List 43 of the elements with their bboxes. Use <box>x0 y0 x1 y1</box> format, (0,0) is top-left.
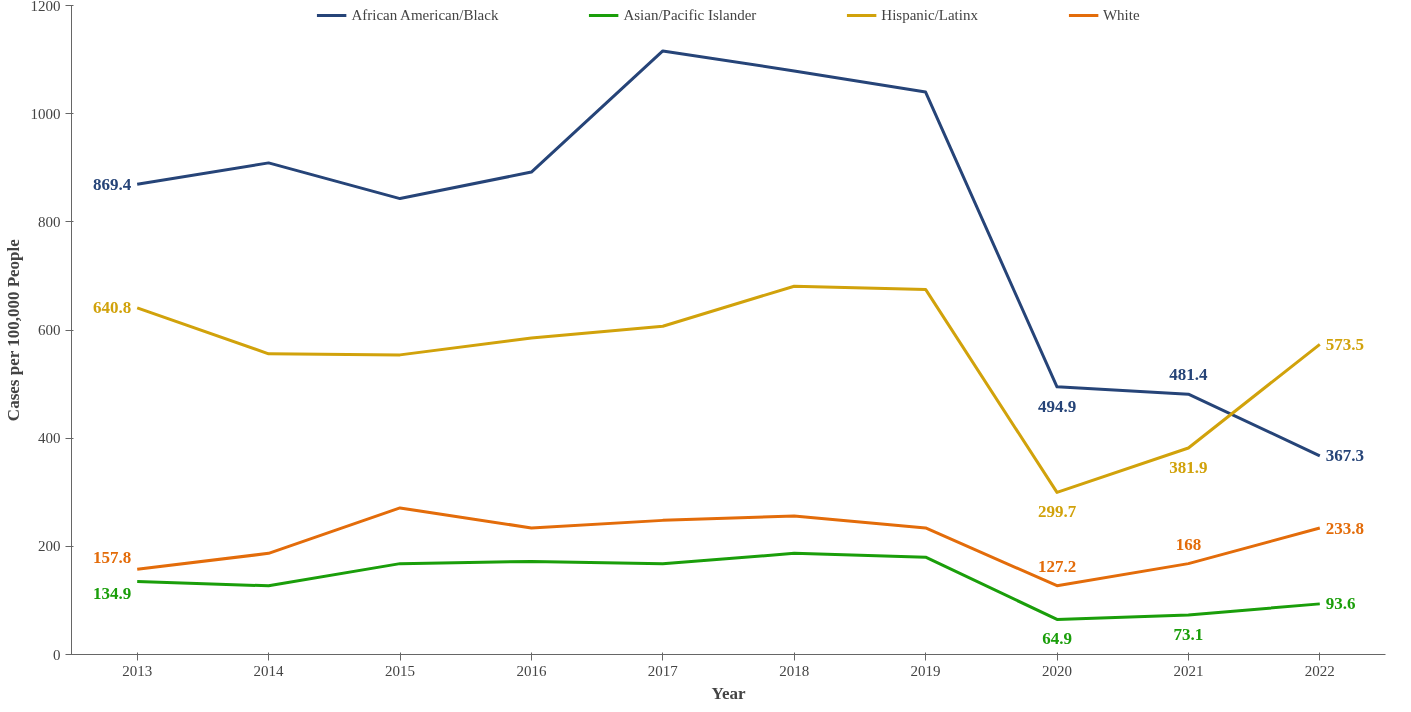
y-tick-label: 0 <box>53 646 61 663</box>
line-series <box>135 49 1322 458</box>
x-tick-label: 2021 <box>1173 662 1204 679</box>
y-tick-label: 1200 <box>30 0 61 14</box>
y-tick-label: 1000 <box>30 105 61 122</box>
x-tick-label: 2020 <box>1042 662 1072 679</box>
y-tick-label: 400 <box>38 430 61 447</box>
x-tick-label: 2014 <box>253 662 285 679</box>
data-label: 157.8 <box>92 547 132 567</box>
legend-label: Hispanic/Latinx <box>881 6 978 24</box>
data-label: 127.2 <box>1037 556 1077 576</box>
data-label: 233.8 <box>1325 518 1365 538</box>
data-label: 134.9 <box>92 584 132 604</box>
y-tick-label: 200 <box>38 538 61 555</box>
line-series <box>135 284 1322 494</box>
x-tick-label: 2019 <box>910 662 941 679</box>
data-label: 481.4 <box>1169 365 1209 385</box>
data-label: 367.3 <box>1325 446 1365 466</box>
data-label: 93.6 <box>1325 594 1356 614</box>
data-label: 73.1 <box>1173 624 1204 644</box>
legend-label: Asian/Pacific Islander <box>623 6 757 24</box>
y-tick-label: 800 <box>38 213 61 230</box>
y-tick-label: 600 <box>38 322 61 338</box>
line-series <box>135 551 1322 621</box>
x-tick-label: 2015 <box>385 662 415 679</box>
y-axis-title: Cases per 100,000 People <box>3 238 23 422</box>
x-tick-label: 2017 <box>647 662 679 679</box>
x-tick-label: 2013 <box>122 662 153 679</box>
data-label: 381.9 <box>1169 457 1208 477</box>
x-axis-title: Year <box>711 683 746 703</box>
data-label: 299.7 <box>1037 502 1077 522</box>
x-tick-label: 2018 <box>779 662 810 679</box>
data-label: 64.9 <box>1042 629 1072 649</box>
data-label: 494.9 <box>1037 396 1077 416</box>
data-label: 573.5 <box>1325 334 1365 354</box>
data-label: 168 <box>1175 534 1202 554</box>
legend-label: White <box>1102 6 1140 24</box>
line-series <box>135 506 1322 588</box>
data-label: 640.8 <box>92 298 132 318</box>
x-tick-label: 2022 <box>1304 662 1335 679</box>
x-tick-label: 2016 <box>516 662 547 679</box>
legend-label: African American/Black <box>351 6 499 24</box>
data-label: 869.4 <box>92 174 132 194</box>
